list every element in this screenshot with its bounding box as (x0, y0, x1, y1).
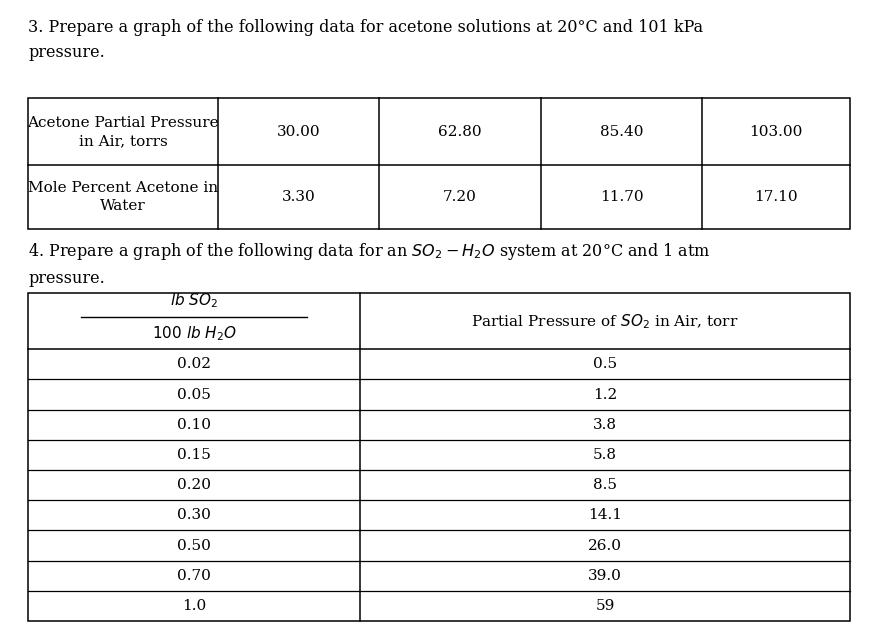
Text: 85.40: 85.40 (599, 124, 643, 139)
Text: 7.20: 7.20 (443, 190, 476, 204)
Bar (28, 293, 849, 621)
Text: 0.05: 0.05 (177, 387, 210, 401)
Text: 0.70: 0.70 (177, 569, 210, 583)
Text: $100\ lb\ H_2O$: $100\ lb\ H_2O$ (152, 324, 236, 343)
Text: 1.0: 1.0 (182, 599, 206, 613)
Text: Partial Pressure of $SO_2$ in Air, torr: Partial Pressure of $SO_2$ in Air, torr (471, 312, 738, 331)
Text: 0.50: 0.50 (177, 538, 210, 552)
Text: 17.10: 17.10 (753, 190, 797, 204)
Text: 59: 59 (595, 599, 614, 613)
Text: 4. Prepare a graph of the following data for an $SO_2 - H_2O$ system at 20°C and: 4. Prepare a graph of the following data… (28, 241, 709, 287)
Text: 8.5: 8.5 (592, 478, 617, 492)
Text: Acetone Partial Pressure
in Air, torrs: Acetone Partial Pressure in Air, torrs (27, 116, 218, 148)
Text: 1.2: 1.2 (592, 387, 617, 401)
Text: 0.5: 0.5 (592, 358, 617, 371)
Text: 0.30: 0.30 (177, 509, 210, 523)
Text: 62.80: 62.80 (438, 124, 481, 139)
Text: 3.8: 3.8 (592, 418, 617, 432)
Text: $lb\ SO_2$: $lb\ SO_2$ (170, 291, 217, 310)
Text: 26.0: 26.0 (588, 538, 621, 552)
Text: Mole Percent Acetone in
Water: Mole Percent Acetone in Water (28, 180, 217, 213)
Text: 3. Prepare a graph of the following data for acetone solutions at 20°C and 101 k: 3. Prepare a graph of the following data… (28, 19, 702, 61)
Text: 0.20: 0.20 (177, 478, 210, 492)
Text: 0.02: 0.02 (177, 358, 210, 371)
Text: 3.30: 3.30 (282, 190, 315, 204)
Text: 0.15: 0.15 (177, 448, 210, 462)
Text: 103.00: 103.00 (749, 124, 802, 139)
Bar (28, 98, 849, 229)
Text: 39.0: 39.0 (588, 569, 621, 583)
Text: 30.00: 30.00 (276, 124, 320, 139)
Text: 0.10: 0.10 (177, 418, 210, 432)
Text: 14.1: 14.1 (588, 509, 621, 523)
Text: 5.8: 5.8 (592, 448, 617, 462)
Text: 11.70: 11.70 (599, 190, 643, 204)
